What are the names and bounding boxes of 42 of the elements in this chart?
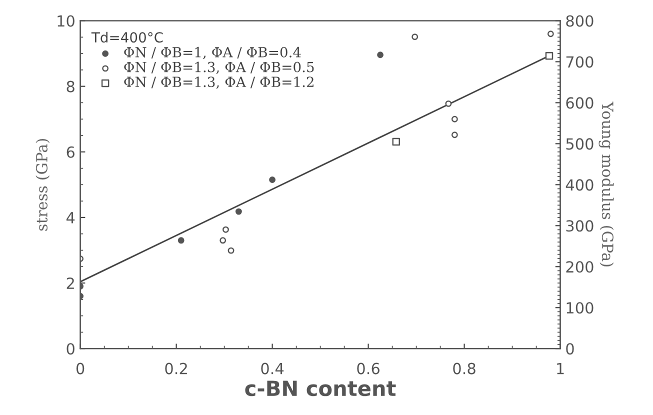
point xyxy=(445,100,452,107)
y2-tick-label: 500 xyxy=(566,138,594,150)
y2-tick-label: 700 xyxy=(566,56,594,68)
point xyxy=(412,34,418,40)
x-tick-label: 1 xyxy=(557,362,564,374)
point xyxy=(269,176,276,183)
y-tick-label: 8 xyxy=(66,80,74,92)
point xyxy=(451,132,458,138)
x-tick-label: 0.6 xyxy=(357,362,380,374)
point xyxy=(545,52,554,60)
point xyxy=(451,116,458,122)
x-tick-label: 0.8 xyxy=(453,362,476,374)
legend-label: ΦN / ΦB=1.3, ΦA / ΦB=1.2 xyxy=(124,76,314,89)
legend-label: ΦN / ΦB=1, ΦA / ΦB=0.4 xyxy=(124,46,301,60)
legend-label: ΦN / ΦB=1.3, ΦA / ΦB=0.5 xyxy=(124,62,314,74)
y2-tick-label: 300 xyxy=(566,220,594,232)
y2-tick-label: 100 xyxy=(566,302,594,314)
y2-tick-label: 200 xyxy=(566,261,594,273)
y-tick-label: 6 xyxy=(66,146,74,158)
x-tick-label: 0.4 xyxy=(261,362,284,374)
point xyxy=(178,237,184,244)
point xyxy=(228,247,234,254)
y2-tick-label: 0 xyxy=(566,343,574,355)
y-tick-label: 0 xyxy=(66,343,74,355)
point xyxy=(235,208,242,215)
legend-title: Td=400°C xyxy=(91,32,163,43)
point xyxy=(220,237,226,244)
y-tick-label: 2 xyxy=(66,277,74,289)
point xyxy=(392,138,400,146)
x-tick-label: 0 xyxy=(76,362,84,374)
y-tick-label: 10 xyxy=(58,15,74,27)
point xyxy=(222,226,229,233)
x-tick-label: 0.2 xyxy=(165,362,187,374)
x-axis-title: c-BN content xyxy=(245,380,396,396)
y2-tick-label: 600 xyxy=(566,97,594,109)
y-axis-title: stress (GPa) xyxy=(36,139,50,231)
point xyxy=(377,52,384,58)
y2-tick-label: 400 xyxy=(566,179,594,191)
y2-tick-label: 800 xyxy=(566,15,594,27)
y-tick-label: 4 xyxy=(66,212,75,224)
point xyxy=(547,30,554,38)
y2-axis-title: Young modulus (GPa) xyxy=(598,102,614,266)
